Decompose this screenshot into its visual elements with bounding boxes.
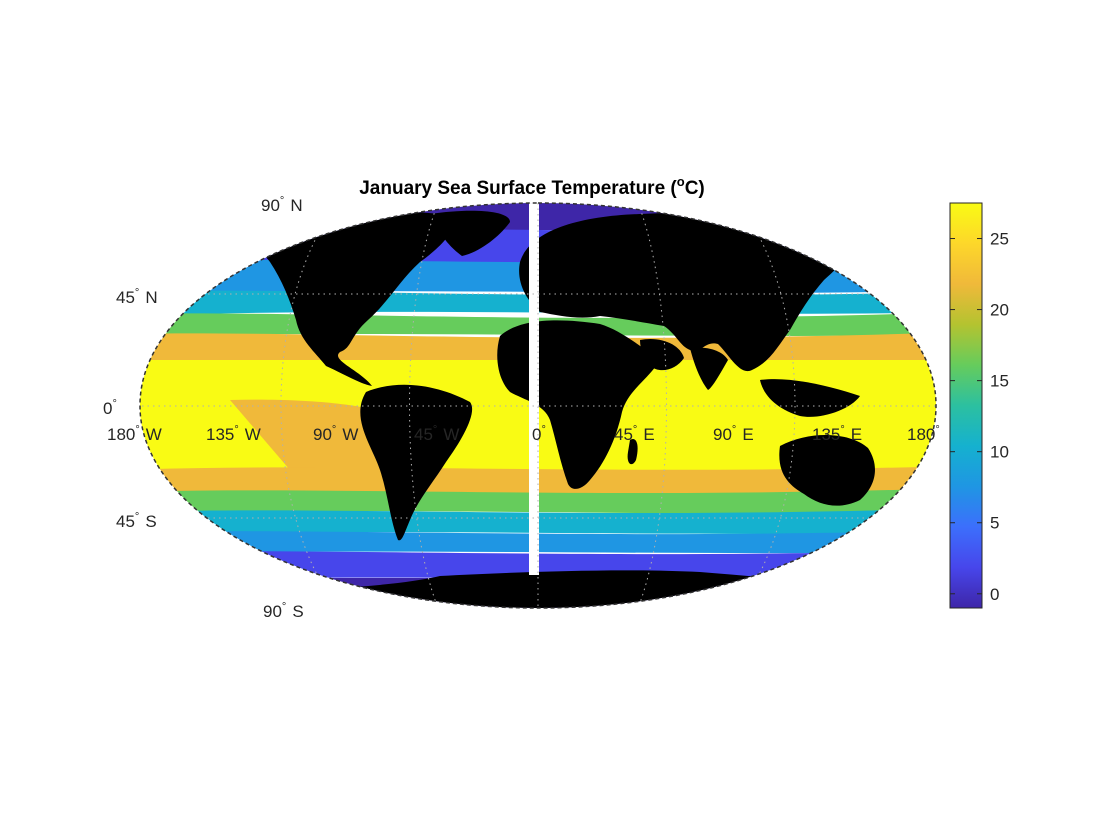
eurasia [519, 212, 853, 372]
colorbar-ticks: 0 5 10 15 20 25 [950, 230, 1009, 604]
lat-label-90s: 90° S [263, 601, 304, 621]
arabia [640, 338, 684, 371]
map-frame [139, 202, 937, 609]
lon-label-0: 0° [532, 424, 546, 444]
colorbar-tick-label: 15 [990, 372, 1009, 391]
indonesia [760, 379, 860, 417]
greenland [430, 210, 510, 256]
lon-label-90e: 90° E [713, 424, 754, 444]
map-globe [140, 203, 936, 608]
map-title: January Sea Surface Temperature (oC) [359, 174, 705, 199]
lat-label-45n: 45° N [116, 287, 158, 307]
colorbar-tick-label: 5 [990, 514, 999, 533]
lon-label-45e: 45° E [614, 424, 655, 444]
lat-label-0: 0° [103, 398, 117, 418]
south-america [360, 384, 473, 541]
lat-label-90n: 90° N [261, 195, 303, 215]
india [690, 347, 728, 390]
lon-label-135w: 135° W [206, 424, 261, 444]
australia [779, 434, 875, 506]
madagascar [627, 438, 638, 465]
lon-label-180w: 180° W [107, 424, 162, 444]
lon-label-180e: 180° [907, 424, 940, 444]
lon-label-45w: 45° W [414, 424, 459, 444]
graticule [140, 203, 936, 608]
antarctica [140, 570, 936, 608]
lon-label-90w: 90° W [313, 424, 358, 444]
lat-labels: 90° N 45° N 0° 45° S 90° S [103, 195, 304, 621]
lon-label-135e: 135° E [812, 424, 862, 444]
north-america [247, 211, 453, 386]
lon-labels: 180° W 135° W 90° W 45° W 0° 45° E 90° E 135° E… [107, 424, 940, 444]
colorbar-tick-label: 0 [990, 585, 999, 604]
colorbar-tick-label: 25 [990, 230, 1009, 249]
lat-label-45s: 45° S [116, 511, 157, 531]
colorbar: 0 5 10 15 20 25 [949, 202, 1009, 609]
colorbar-gradient [949, 202, 983, 609]
colorbar-tick-label: 10 [990, 443, 1009, 462]
colorbar-tick-label: 20 [990, 301, 1009, 320]
